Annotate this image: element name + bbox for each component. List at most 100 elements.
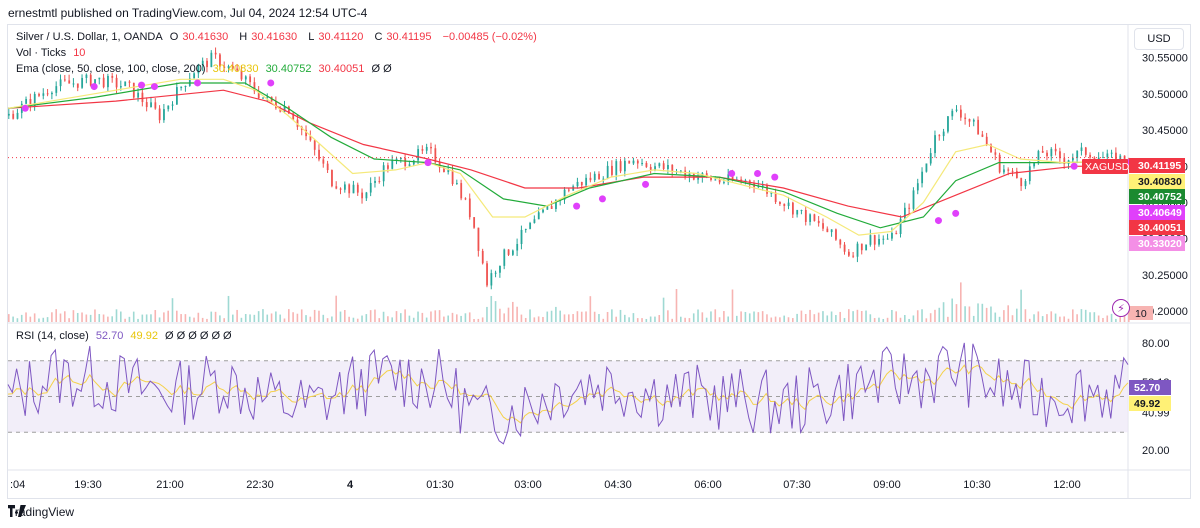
volume-bar <box>675 289 678 322</box>
candle-body <box>555 199 557 209</box>
ohlc-open: O 30.41630 <box>169 31 229 43</box>
volume-bar <box>12 316 14 322</box>
candle-body <box>309 136 312 141</box>
volume-bar <box>826 315 829 322</box>
candle-body <box>761 185 764 187</box>
candle-body <box>611 165 613 175</box>
volume-bar <box>628 317 630 322</box>
candle-body <box>313 140 316 150</box>
volume-bar <box>817 312 820 322</box>
candle-body <box>460 183 463 199</box>
candle-body <box>895 233 898 235</box>
time-tick-label: 12:00 <box>1053 479 1081 491</box>
volume-bar <box>761 311 764 322</box>
candle-body <box>283 106 286 112</box>
candle-body <box>912 190 915 209</box>
time-tick-label: 06:00 <box>694 479 722 491</box>
rsi-label[interactable]: RSI (14, close) <box>16 330 89 342</box>
tradingview-footer: TradingView <box>8 505 74 519</box>
volume-bar <box>408 315 411 322</box>
volume-bar <box>55 309 57 322</box>
candle-body <box>326 163 329 171</box>
ema-cross-marker <box>1070 162 1078 170</box>
volume-bar <box>727 316 729 322</box>
candle-body <box>12 113 15 119</box>
candle-body <box>856 243 859 257</box>
volume-bar <box>576 311 579 322</box>
candle-body <box>744 180 747 182</box>
volume-bar <box>42 317 45 322</box>
volume-bar <box>1106 315 1109 322</box>
rsi-ma-value: 49.92 <box>130 330 158 342</box>
volume-bar <box>968 306 971 322</box>
price-tick-label: 30.25000 <box>1142 270 1188 282</box>
volume-bar <box>904 315 906 322</box>
volume-bar <box>624 314 626 322</box>
candle-body <box>934 135 936 154</box>
volume-bar <box>288 309 290 322</box>
volume-bar <box>64 311 66 322</box>
candle-body <box>507 249 510 255</box>
volume-bar <box>451 312 454 322</box>
volume-bar <box>542 316 544 322</box>
ema-label[interactable]: Ema (close, 50, close, 100, close, 200) <box>16 63 206 75</box>
candle-body <box>408 164 411 167</box>
candle-body <box>1093 157 1096 161</box>
volume-bar <box>598 314 600 322</box>
volume-bar <box>1011 315 1014 322</box>
currency-button[interactable]: USD <box>1134 28 1184 50</box>
candle-body <box>766 185 768 194</box>
volume-bar <box>714 309 717 322</box>
candle-body <box>51 92 53 95</box>
volume-bar <box>960 282 962 322</box>
candle-body <box>477 227 480 251</box>
lightning-alert-icon[interactable]: ⚡ <box>1112 299 1130 317</box>
candle-body <box>546 206 549 210</box>
volume-bar <box>219 315 221 322</box>
candle-body <box>348 184 351 194</box>
chart-frame[interactable] <box>7 24 1191 499</box>
candle-body <box>1097 157 1100 161</box>
price-label: 30.33020 <box>1138 238 1182 250</box>
candle-body <box>503 249 506 266</box>
volume-bar <box>1102 317 1104 322</box>
candle-body <box>529 222 532 229</box>
volume-bar <box>132 311 135 322</box>
volume-bar <box>994 312 997 322</box>
volume-bar <box>563 314 566 322</box>
volume-bar <box>89 314 92 322</box>
volume-bar <box>770 317 773 322</box>
volume-bar <box>111 316 113 322</box>
candle-body <box>42 93 45 96</box>
volume-bar <box>490 295 493 322</box>
volume-bar <box>236 309 238 322</box>
candle-body <box>593 173 596 181</box>
volume-bar <box>1115 318 1117 322</box>
candle-body <box>942 131 945 137</box>
volume-bar <box>512 301 514 322</box>
price-tick-label: 30.20000 <box>1142 306 1188 318</box>
candle-body <box>473 217 476 228</box>
volume-bar <box>692 313 695 322</box>
candle-body <box>951 110 954 117</box>
volume-label[interactable]: Vol · Ticks <box>16 47 67 59</box>
volume-bar <box>210 311 213 322</box>
volume-bar <box>318 310 320 322</box>
volume-bar <box>443 316 445 322</box>
candle-body <box>955 109 958 111</box>
ema-extra: Ø Ø <box>371 63 392 75</box>
volume-bar <box>934 309 936 322</box>
volume-bar <box>128 316 131 322</box>
candle-body <box>1089 154 1092 158</box>
volume-bar <box>555 306 557 322</box>
candle-body <box>1050 148 1053 157</box>
volume-bar <box>585 311 587 322</box>
time-tick-label: 10:30 <box>963 479 991 491</box>
symbol-name[interactable]: Silver / U.S. Dollar, 1, OANDA <box>16 31 163 43</box>
volume-bar <box>378 318 381 322</box>
candle-body <box>59 79 62 87</box>
volume-bar <box>1033 314 1035 322</box>
ohlc-close: C 30.41195 <box>374 31 432 43</box>
candle-body <box>46 93 49 95</box>
